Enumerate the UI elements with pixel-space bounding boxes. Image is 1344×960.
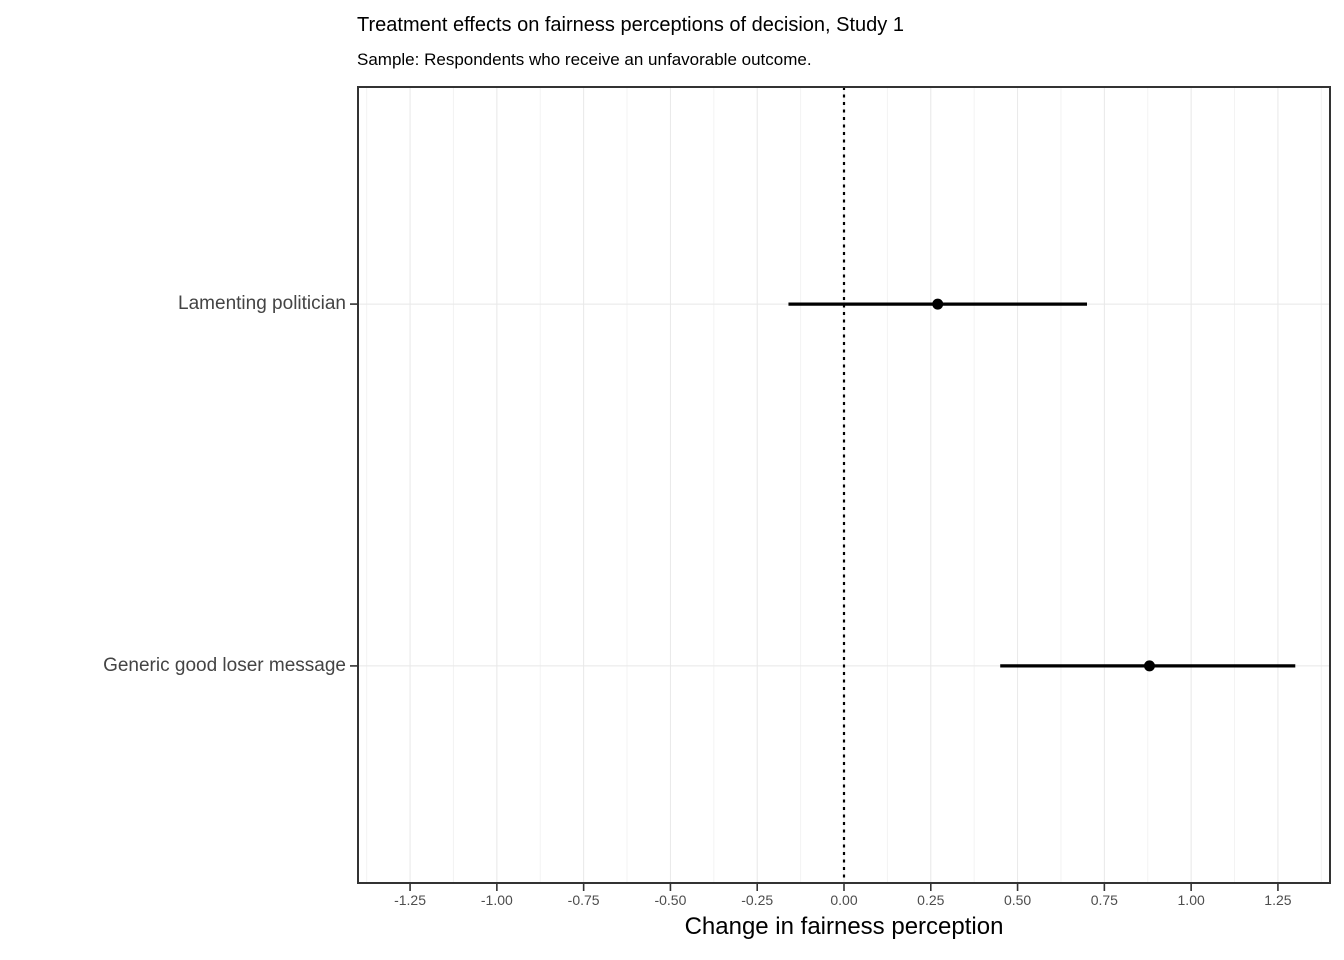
x-axis-tick-label: 1.00 xyxy=(1177,892,1205,908)
x-axis-tick-label: -0.25 xyxy=(741,892,774,908)
y-axis-category-label: Lamenting politician xyxy=(178,293,346,315)
x-axis-tick-label: 0.00 xyxy=(830,892,858,908)
x-axis-tick-label: -0.75 xyxy=(567,892,600,908)
x-axis-tick-label: 0.75 xyxy=(1090,892,1118,908)
x-axis-tick-label: -1.00 xyxy=(480,892,513,908)
point-estimate xyxy=(932,298,944,310)
y-axis-category-label: Generic good loser message xyxy=(103,654,346,676)
point-estimate xyxy=(1143,660,1155,672)
x-axis-tick-label: 0.25 xyxy=(917,892,945,908)
x-axis-tick-label: -1.25 xyxy=(394,892,427,908)
x-axis-tick-label: 1.25 xyxy=(1264,892,1292,908)
chart-subtitle: Sample: Respondents who receive an unfav… xyxy=(357,50,812,69)
x-axis-title: Change in fairness perception xyxy=(684,913,1004,940)
x-axis-tick-label: 0.50 xyxy=(1003,892,1032,908)
chart-title: Treatment effects on fairness perception… xyxy=(357,14,904,36)
x-axis-tick-label: -0.50 xyxy=(654,892,687,908)
